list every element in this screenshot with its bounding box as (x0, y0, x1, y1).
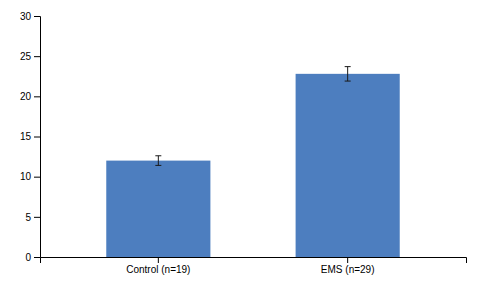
y-tick: 20 (20, 91, 40, 102)
y-tick-label: 15 (20, 131, 32, 142)
x-tick: EMS (n=29) (321, 257, 375, 275)
x-tick: Control (n=19) (126, 257, 190, 275)
y-tick: 15 (20, 131, 40, 142)
y-tick-mark (34, 96, 40, 97)
y-tick: 0 (25, 252, 40, 263)
marks (106, 67, 399, 257)
y-tick-mark (34, 257, 40, 258)
error-bar-line (155, 156, 161, 166)
bar (296, 74, 400, 257)
y-tick-mark (34, 177, 40, 178)
error-bar (345, 67, 351, 81)
x-tick-mark (158, 257, 159, 263)
x-axis: Control (n=19) EMS (n=29) (41, 257, 467, 275)
y-tick-mark (34, 16, 40, 17)
y-tick-mark (34, 137, 40, 138)
x-tick-label: EMS (n=29) (321, 264, 375, 275)
y-tick-label: 10 (20, 171, 32, 182)
x-axis-line (41, 258, 467, 264)
y-axis-line (34, 17, 41, 258)
y-tick: 30 (20, 11, 40, 22)
chart-svg: 0 5 10 15 20 25 30 Control (n=19) EMS (n=29) (0, 0, 482, 289)
plot-area: 0 5 10 15 20 25 30 Control (n=19) EMS (n=29) (20, 11, 467, 275)
y-tick: 25 (20, 51, 40, 62)
x-tick-label: Control (n=19) (126, 264, 190, 275)
x-tick-mark (347, 257, 348, 263)
y-tick-label: 5 (25, 212, 31, 223)
y-tick-label: 30 (20, 11, 32, 22)
y-tick-label: 0 (25, 252, 31, 263)
y-tick-mark (34, 217, 40, 218)
y-tick-label: 20 (20, 91, 32, 102)
y-axis: 0 5 10 15 20 25 30 (20, 11, 41, 263)
y-tick: 5 (25, 212, 40, 223)
y-tick-label: 25 (20, 51, 32, 62)
error-bar-line (345, 67, 351, 81)
chart-container: 0 5 10 15 20 25 30 Control (n=19) EMS (n=29) (0, 0, 482, 289)
y-tick-mark (34, 56, 40, 57)
error-bar (155, 156, 161, 166)
bar (106, 161, 210, 257)
y-tick: 10 (20, 171, 40, 182)
